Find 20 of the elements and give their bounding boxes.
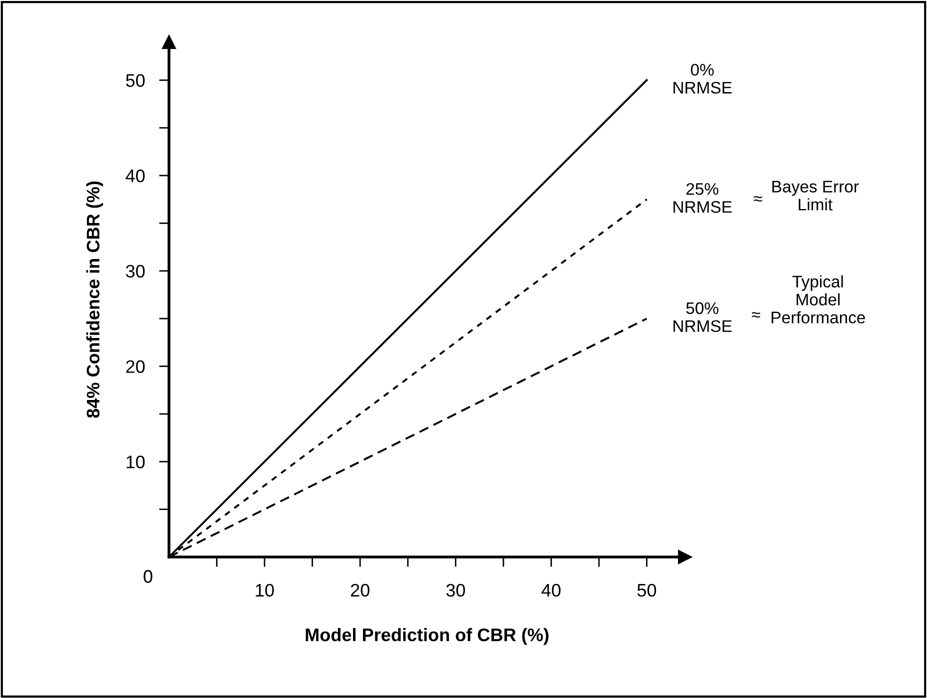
series-label: 0% NRMSE: [674, 64, 732, 94]
y-tick-label: 20: [126, 360, 145, 373]
series-label: 50% NRMSE: [674, 302, 732, 332]
y-axis-title: 84% Confidence in CBR (%): [86, 182, 104, 418]
x-tick-label: 30: [446, 584, 465, 597]
text: 0: [144, 570, 152, 583]
series-label: 25% NRMSE: [674, 183, 732, 213]
text: ≈: [752, 312, 760, 318]
x-axis-title: Model Prediction of CBR (%): [306, 628, 548, 645]
y-tick-label: 50: [126, 74, 145, 87]
text: Typical Model Performance: [772, 275, 865, 324]
x-tick-label: 50: [637, 584, 656, 597]
x-tick-label: 40: [542, 584, 561, 597]
y-tick-label: 10: [126, 456, 145, 468]
text: Bayes Error Limit: [772, 180, 859, 210]
y-tick-label: 40: [126, 169, 145, 182]
text: ≈: [754, 196, 762, 202]
x-tick-label: 10: [256, 584, 274, 597]
y-tick-label: 30: [126, 264, 145, 278]
x-tick-label: 20: [350, 584, 370, 597]
